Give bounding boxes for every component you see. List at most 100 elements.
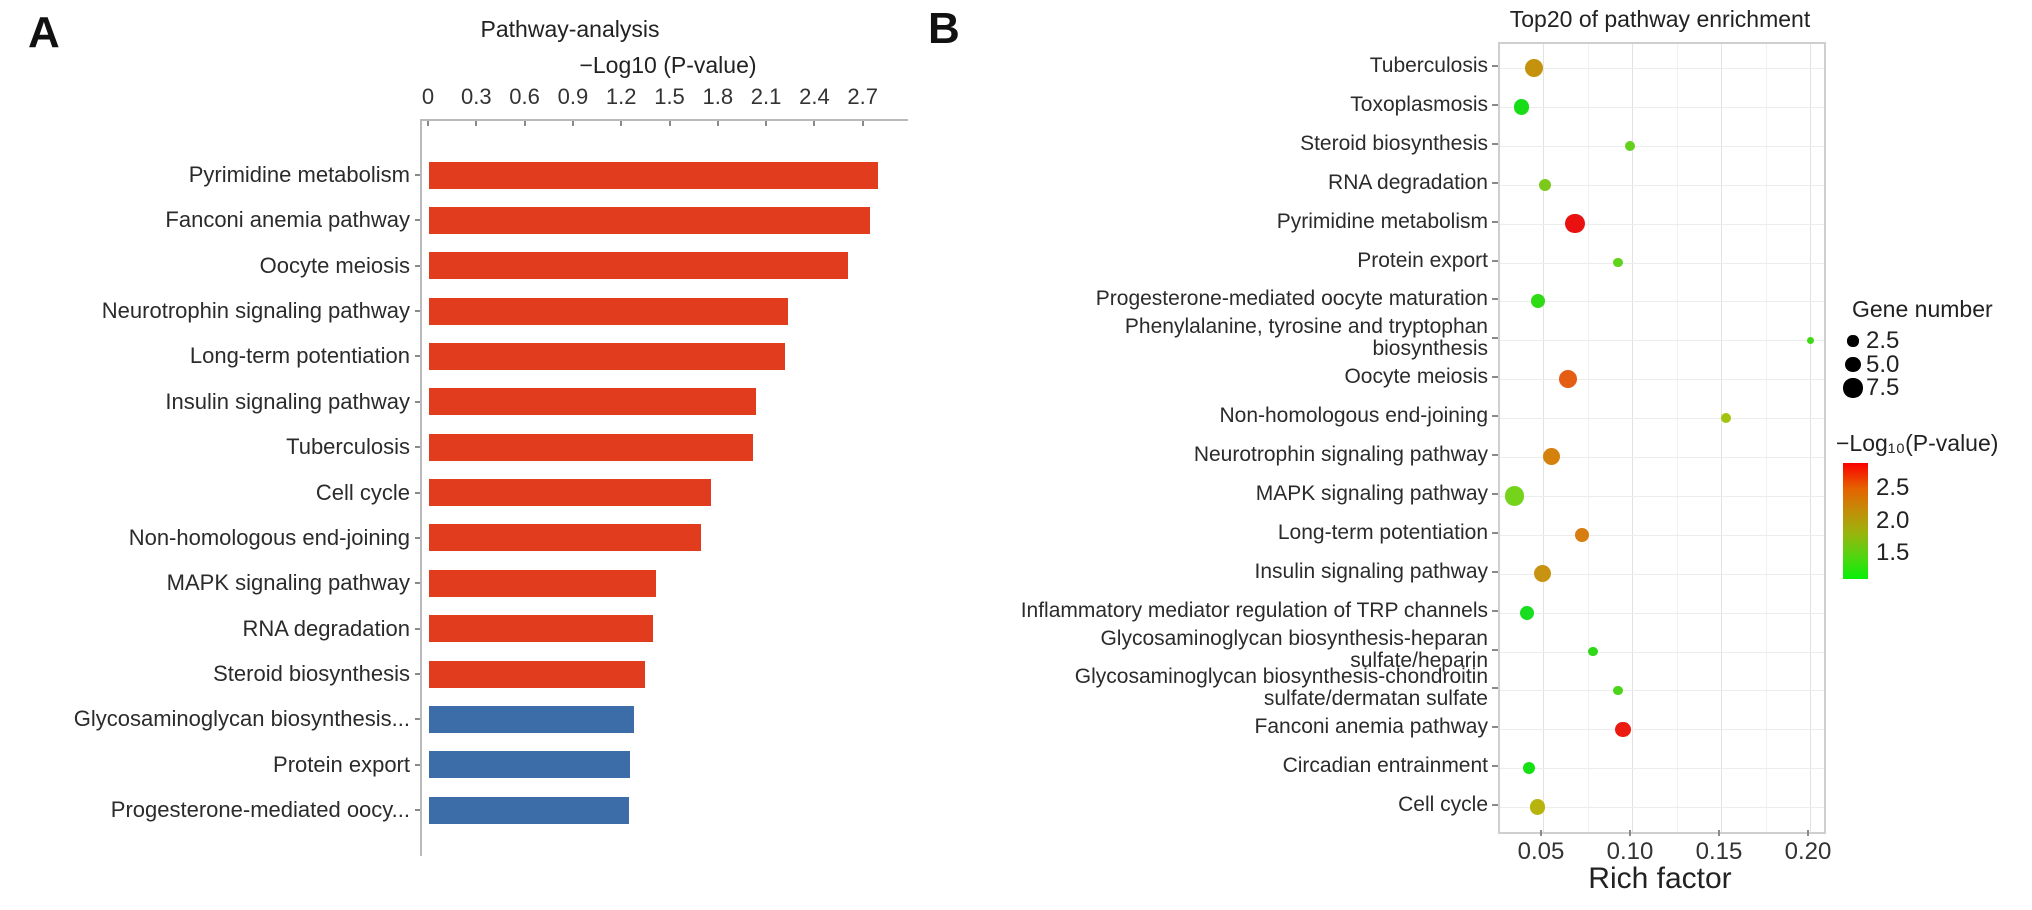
bar-label: Glycosaminoglycan biosynthesis...: [73, 706, 410, 732]
scatter-point: [1721, 413, 1732, 424]
gene-number-legend-title: Gene number: [1852, 296, 1993, 322]
bar-label: Cell cycle: [315, 479, 410, 505]
panel-a-ytick-mark: [415, 582, 420, 585]
panel-a-ytick-mark: [415, 355, 420, 358]
bar-label: MAPK signaling pathway: [166, 570, 410, 596]
panel-a-xtick-label: 0: [421, 84, 435, 109]
scatter-point: [1806, 336, 1814, 344]
scatter-point: [1625, 140, 1636, 151]
panel-a-ytick-mark: [415, 718, 420, 721]
panel-b-ytick-mark: [1492, 726, 1498, 729]
bar: [429, 252, 848, 280]
scatter-row-label: Long-term potentiation: [1277, 520, 1488, 544]
panel-a-xtick-label: 2.7: [847, 84, 878, 109]
panel-a-ytick-mark: [415, 310, 420, 313]
grid-hline: [1500, 651, 1824, 653]
panel-b-ytick-mark: [1492, 454, 1498, 456]
panel-a-xtick-label: 0.9: [557, 84, 589, 109]
pvalue-color-gradient: [1843, 463, 1868, 579]
panel-b-xtick-label: 0.10: [1606, 838, 1654, 865]
pvalue-legend-label: 2.0: [1876, 506, 1910, 534]
scatter-point: [1529, 799, 1546, 815]
panel-a-ytick-mark: [415, 491, 420, 494]
bar: [429, 705, 634, 733]
scatter-point: [1615, 721, 1631, 738]
grid-hline: [1500, 729, 1824, 731]
bar: [429, 433, 753, 461]
panel-b-ytick-mark: [1492, 103, 1498, 106]
grid-vline-minor: [1765, 44, 1767, 832]
panel-b-xtick-mark: [1540, 830, 1542, 836]
grid-hline: [1500, 534, 1824, 536]
panel-a-xtick-label: 1.8: [702, 84, 734, 109]
grid-hline: [1500, 223, 1824, 225]
panel-a-yaxis-line: [420, 119, 422, 856]
scatter-row-label: RNA degradation: [1328, 170, 1488, 194]
grid-hline: [1500, 457, 1824, 458]
bar: [429, 660, 645, 688]
scatter-row-label: Non-homologous end-joining: [1219, 404, 1488, 428]
grid-hline: [1500, 573, 1824, 575]
bar: [429, 479, 711, 507]
bar-label: Oocyte meiosis: [259, 252, 410, 278]
panel-b-ytick-mark: [1492, 65, 1498, 67]
grid-hline: [1500, 145, 1824, 147]
bar-label: Long-term potentiation: [189, 343, 410, 369]
grid-hline: [1500, 495, 1824, 497]
scatter-row-label: Protein export: [1357, 248, 1488, 272]
panel-a-ytick-mark: [415, 763, 420, 766]
scatter-point: [1565, 213, 1585, 234]
grid-vline-minor: [1676, 44, 1678, 832]
panel-a-ytick-mark: [415, 174, 420, 176]
panel-a-xtick-mark: [571, 121, 574, 126]
panel-a-xtick-label: 1.5: [654, 84, 685, 109]
panel-a-ytick-mark: [415, 673, 420, 676]
panel-b-ytick-mark: [1492, 415, 1498, 418]
panel-a-ytick-mark: [415, 264, 420, 267]
panel-a-ytick-mark: [415, 536, 420, 539]
panel-a-xtick-label: 2.4: [799, 84, 830, 109]
panel-a-xtick-label: 2.1: [750, 84, 782, 109]
grid-hline: [1500, 184, 1824, 186]
grid-hline: [1500, 690, 1824, 692]
scatter-row-label: Neurotrophin signaling pathway: [1193, 443, 1488, 466]
gene-number-legend-dot: [1843, 378, 1863, 398]
scatter-point: [1575, 527, 1590, 542]
panel-a-xtick-mark: [523, 121, 526, 126]
grid-vline-major: [1632, 44, 1633, 832]
scatter-row-label: Circadian entrainment: [1282, 754, 1488, 778]
panel-a-xtick-label: 0.6: [509, 84, 540, 109]
panel-b-ytick-mark: [1492, 687, 1498, 690]
panel-a-ytick-mark: [415, 627, 420, 630]
grid-hline: [1500, 340, 1824, 342]
grid-hline: [1500, 612, 1824, 614]
panel-b-ytick-mark: [1492, 142, 1498, 145]
bar: [429, 342, 785, 370]
scatter-row-label: Toxoplasmosis: [1350, 92, 1488, 116]
scatter-point: [1522, 762, 1535, 775]
grid-vline-major: [1810, 44, 1811, 832]
scatter-row-label: Inflammatory mediator regulation of TRP …: [1020, 598, 1488, 622]
bar-label: Steroid biosynthesis: [213, 661, 410, 687]
bar-label: Insulin signaling pathway: [165, 388, 410, 414]
panel-b-xtick-label: 0.20: [1784, 838, 1832, 865]
scatter-point: [1513, 99, 1530, 115]
grid-hline: [1500, 418, 1824, 420]
grid-hline: [1500, 68, 1824, 69]
panel-b-ytick-mark: [1492, 220, 1498, 223]
panel-b-ytick-mark: [1492, 804, 1498, 807]
bar-label: Neurotrophin signaling pathway: [101, 298, 410, 324]
bar-label: Progesterone-mediated oocy...: [110, 797, 410, 823]
grid-vline-major: [1543, 44, 1544, 832]
scatter-row-label: Insulin signaling pathway: [1254, 559, 1488, 583]
panel-a-ytick-mark: [415, 446, 420, 449]
panel-a-xtick-mark: [861, 121, 864, 126]
grid-hline: [1500, 301, 1824, 303]
pvalue-legend-label: 2.5: [1876, 474, 1910, 501]
scatter-row-label: Cell cycle: [1398, 793, 1488, 817]
scatter-point: [1587, 646, 1598, 657]
bar: [429, 206, 871, 234]
scatter-row-label: Pyrimidine metabolism: [1276, 209, 1488, 233]
gene-number-legend-dot: [1845, 356, 1861, 373]
